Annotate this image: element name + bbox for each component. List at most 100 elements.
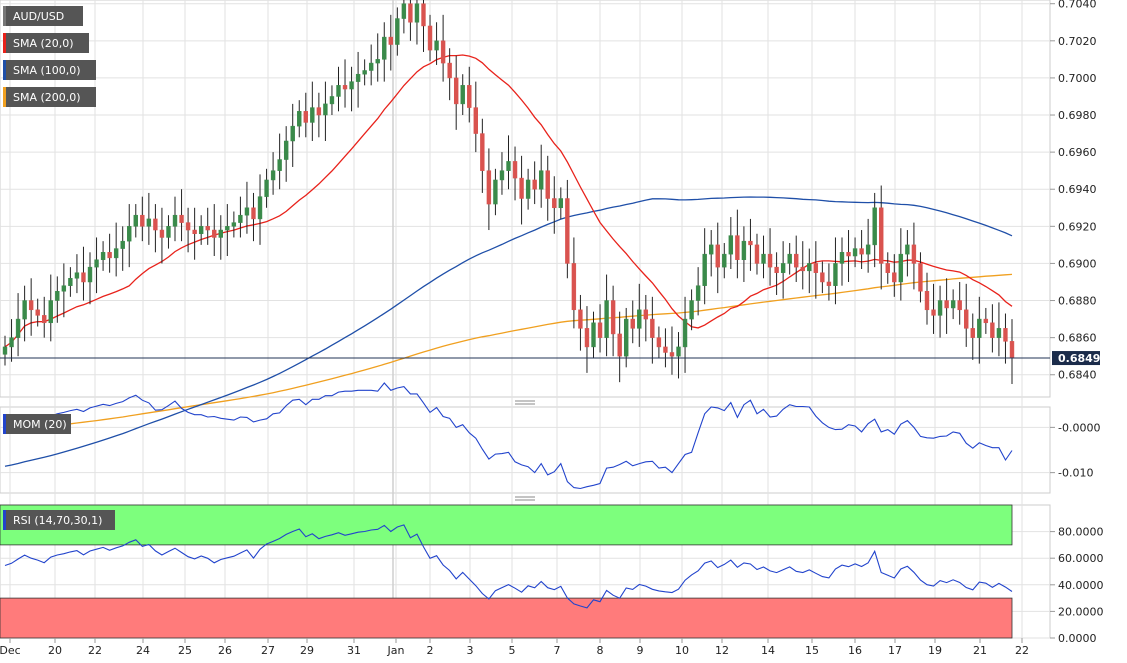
candle — [35, 298, 40, 327]
candle — [244, 181, 250, 234]
candle — [990, 304, 995, 353]
candle — [198, 215, 204, 245]
sma100-line — [4, 196, 1013, 467]
x-tick-label: 22 — [88, 644, 102, 657]
candle — [957, 281, 962, 325]
candle — [74, 254, 80, 294]
candle — [212, 204, 217, 257]
x-tick-label: 14 — [761, 644, 775, 657]
price-tick-label: 0.6860 — [1058, 332, 1097, 345]
candle — [597, 304, 603, 353]
sma200-line — [4, 273, 1013, 431]
price-tick-label: 0.6840 — [1058, 369, 1097, 382]
candle — [538, 144, 544, 208]
candle — [552, 176, 557, 234]
candle — [100, 241, 106, 271]
candle — [434, 22, 439, 65]
pane-resize-handle-1[interactable] — [515, 400, 535, 405]
x-tick-label: 21 — [973, 644, 987, 657]
candle — [610, 285, 616, 357]
candle — [355, 51, 361, 108]
mom-pane — [0, 406, 1051, 494]
candle — [9, 319, 14, 362]
series-layer — [4, 54, 1013, 609]
candle — [624, 307, 629, 368]
legend-badge-rsi[interactable]: RSI (14,70,30,1) — [3, 510, 115, 530]
candle — [820, 261, 825, 294]
rsi-line — [4, 524, 1013, 609]
candle — [303, 92, 308, 138]
legend-badge-mom[interactable]: MOM (20) — [3, 414, 71, 434]
candle — [924, 272, 930, 325]
legend-badge-sma200[interactable]: SMA (200,0) — [3, 87, 96, 107]
candle — [460, 74, 465, 116]
price-tick-label: 0.6920 — [1058, 220, 1097, 233]
rsi-tick-label: 80.0000 — [1058, 526, 1104, 539]
candle — [630, 300, 635, 344]
legend-badge-sma20[interactable]: SMA (20,0) — [3, 33, 89, 53]
candle — [728, 217, 734, 269]
candle — [179, 189, 184, 242]
candle — [911, 222, 917, 290]
candle — [852, 237, 858, 268]
candle — [512, 146, 518, 201]
candle — [898, 228, 904, 301]
x-tick-label: 9 — [637, 644, 644, 657]
candle — [153, 204, 158, 253]
candle — [800, 241, 805, 290]
price-tick-label: 0.6960 — [1058, 146, 1097, 159]
candle — [669, 326, 675, 375]
x-tick-label: 27 — [261, 644, 275, 657]
candle — [486, 148, 492, 231]
price-tick-label: 0.7040 — [1058, 0, 1097, 11]
candle — [970, 313, 975, 360]
candle — [342, 59, 348, 108]
candle — [754, 233, 760, 275]
candle — [421, 0, 426, 52]
candle — [846, 230, 851, 282]
candle — [565, 179, 570, 279]
candle — [395, 7, 400, 56]
rsi-tick-label: 0.0000 — [1058, 632, 1097, 645]
x-tick-label: 31 — [347, 644, 361, 657]
legend-badge-sma100[interactable]: SMA (100,0) — [3, 60, 96, 80]
x-tick-label: 16 — [848, 644, 862, 657]
pane-resize-handle-2[interactable] — [515, 496, 535, 501]
candle — [388, 14, 393, 71]
candle — [107, 233, 112, 273]
x-tick-label: 5 — [509, 644, 516, 657]
legend-badge-symbol[interactable]: AUD/USD — [3, 6, 83, 26]
x-tick-label: 2 — [427, 644, 434, 657]
price-tick-label: 0.6980 — [1058, 109, 1097, 122]
candle — [42, 296, 47, 338]
candle — [166, 215, 171, 249]
candle — [15, 293, 21, 357]
rsi-zones — [0, 504, 1013, 639]
candle — [159, 207, 165, 264]
candle — [329, 85, 335, 116]
price-tick-label: 0.7000 — [1058, 72, 1097, 85]
candle — [761, 235, 766, 279]
candle — [349, 66, 354, 112]
candle — [94, 237, 99, 294]
candle — [48, 274, 53, 342]
candle — [872, 192, 877, 268]
candle — [447, 48, 452, 101]
candle — [28, 278, 34, 336]
candle — [493, 168, 498, 216]
candle — [944, 278, 949, 334]
legend-mom-label: MOM (20) — [13, 418, 67, 431]
candle — [127, 204, 132, 268]
x-tick-label: 12 — [715, 644, 729, 657]
candle — [310, 81, 315, 141]
candle — [68, 267, 73, 297]
candle — [787, 243, 792, 275]
candle — [578, 294, 583, 351]
candle — [238, 196, 243, 238]
candle — [205, 207, 210, 245]
candle — [780, 241, 786, 299]
candle — [473, 81, 479, 153]
mom-tick-label: -0.010 — [1058, 467, 1093, 480]
x-tick-label: 10 — [675, 644, 689, 657]
